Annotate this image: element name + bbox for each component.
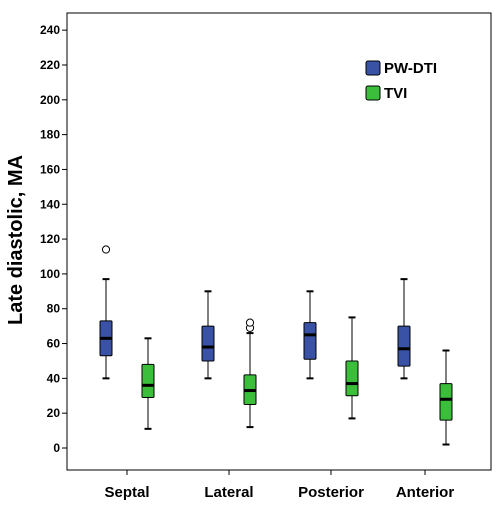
legend-label: PW-DTI bbox=[384, 60, 437, 77]
legend-item-PW-DTI: PW-DTI bbox=[365, 60, 437, 77]
y-tick-label: 240 bbox=[40, 23, 60, 37]
y-tick-label: 20 bbox=[47, 406, 61, 420]
x-axis: Septal Lateral Posterior Anterior bbox=[104, 470, 454, 501]
box-PW-DTI-Septal bbox=[99, 245, 113, 380]
legend-label: TVI bbox=[384, 85, 407, 102]
box-iqr bbox=[141, 363, 155, 399]
series-TVI bbox=[141, 316, 453, 446]
plot-frame bbox=[66, 12, 492, 471]
x-category-label: Anterior bbox=[396, 484, 455, 501]
box-TVI-Septal bbox=[141, 337, 155, 430]
y-tick-label: 140 bbox=[40, 197, 60, 211]
y-tick-label: 120 bbox=[40, 232, 60, 246]
box-TVI-Anterior bbox=[439, 349, 453, 446]
y-tick-label: 160 bbox=[40, 162, 60, 176]
box-iqr bbox=[303, 322, 317, 360]
y-tick-label: 220 bbox=[40, 58, 60, 72]
legend: PW-DTI TVI bbox=[365, 60, 437, 102]
y-axis: 0 20 40 60 80 100 120 140 160 180 200 220 240 bbox=[40, 23, 67, 455]
y-tick-label: 200 bbox=[40, 93, 60, 107]
x-category-label: Septal bbox=[104, 484, 149, 501]
y-tick-label: 0 bbox=[53, 441, 60, 455]
x-category-label: Posterior bbox=[298, 484, 364, 501]
box-iqr bbox=[201, 325, 215, 362]
y-tick-label: 60 bbox=[47, 337, 61, 351]
y-tick-label: 40 bbox=[47, 371, 61, 385]
box-iqr bbox=[397, 325, 411, 367]
y-axis-title: Late diastolic, MA bbox=[5, 155, 27, 325]
legend-swatch bbox=[365, 85, 381, 101]
y-tick-label: 180 bbox=[40, 128, 60, 142]
y-tick-label: 100 bbox=[40, 267, 60, 281]
y-tick-label: 80 bbox=[47, 302, 61, 316]
box-iqr bbox=[439, 383, 453, 421]
box-TVI-Posterior bbox=[345, 316, 359, 420]
outlier-point bbox=[101, 245, 111, 254]
box-PW-DTI-Lateral bbox=[201, 290, 215, 380]
outlier-point bbox=[245, 318, 255, 327]
box-series bbox=[99, 245, 453, 446]
box-PW-DTI-Posterior bbox=[303, 290, 317, 380]
box-TVI-Lateral bbox=[243, 318, 257, 429]
legend-swatch bbox=[365, 60, 381, 76]
box-PW-DTI-Anterior bbox=[397, 278, 411, 380]
series-PW-DTI bbox=[99, 245, 411, 380]
box-iqr bbox=[345, 360, 359, 397]
legend-item-TVI: TVI bbox=[365, 85, 407, 102]
x-category-label: Lateral bbox=[204, 484, 253, 501]
